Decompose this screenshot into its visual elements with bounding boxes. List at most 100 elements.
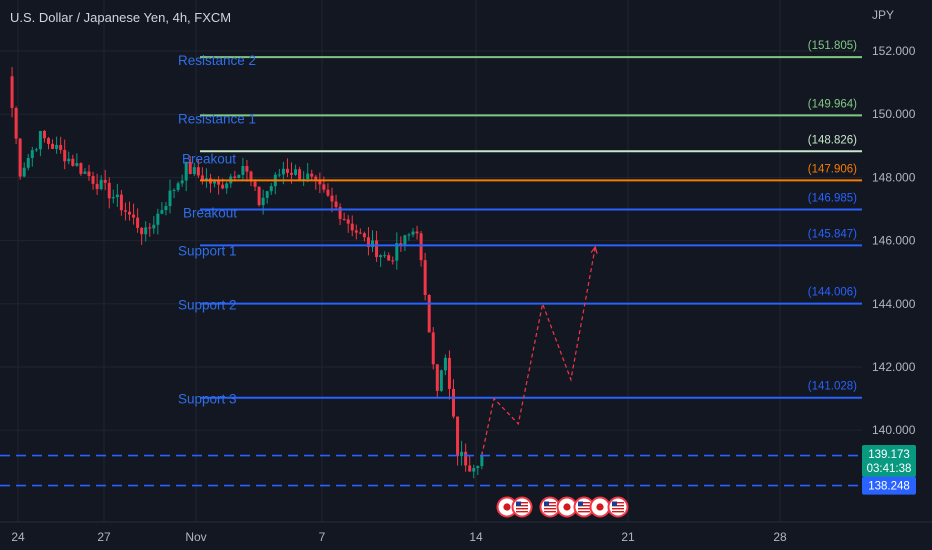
candle[interactable]	[18, 138, 22, 180]
candle[interactable]	[269, 183, 273, 195]
candle[interactable]	[107, 177, 111, 209]
candle[interactable]	[257, 186, 261, 207]
candle[interactable]	[115, 183, 119, 207]
level-line[interactable]: (145.847) Support 1	[178, 228, 862, 258]
candle[interactable]	[439, 369, 443, 392]
candle[interactable]	[447, 350, 451, 400]
candle[interactable]	[83, 168, 87, 175]
candle[interactable]	[42, 129, 46, 143]
level-line[interactable]: (147.906)	[200, 163, 862, 182]
candle[interactable]	[87, 164, 91, 181]
candle[interactable]	[132, 203, 136, 225]
candle[interactable]	[391, 256, 395, 265]
candle[interactable]	[298, 166, 302, 181]
candle[interactable]	[103, 169, 107, 191]
jp-flag-icon[interactable]	[589, 496, 611, 518]
candle[interactable]	[119, 190, 123, 216]
candle[interactable]	[415, 225, 419, 240]
candle[interactable]	[419, 230, 423, 267]
level-line[interactable]: (146.985) Breakout	[183, 192, 862, 220]
candle[interactable]	[200, 167, 204, 185]
candle[interactable]	[245, 159, 249, 182]
candle[interactable]	[334, 194, 338, 211]
candle[interactable]	[314, 174, 318, 190]
candle[interactable]	[160, 202, 164, 215]
candle[interactable]	[164, 201, 168, 216]
candle[interactable]	[338, 203, 342, 226]
candle[interactable]	[95, 173, 99, 195]
candle[interactable]	[241, 157, 245, 180]
candle[interactable]	[468, 455, 472, 472]
candle[interactable]	[387, 252, 391, 261]
candle[interactable]	[47, 137, 50, 150]
candle[interactable]	[168, 179, 172, 214]
candle[interactable]	[184, 161, 188, 192]
candle[interactable]	[91, 171, 95, 190]
candle[interactable]	[294, 164, 298, 176]
candle[interactable]	[306, 162, 310, 183]
candle[interactable]	[350, 215, 354, 237]
candle[interactable]	[30, 146, 34, 167]
candle[interactable]	[472, 464, 476, 479]
candle[interactable]	[265, 190, 269, 204]
candle[interactable]	[330, 187, 334, 213]
candle[interactable]	[22, 162, 26, 178]
candle[interactable]	[111, 189, 115, 204]
candle[interactable]	[192, 162, 196, 177]
candle[interactable]	[277, 168, 281, 178]
candle[interactable]	[379, 254, 383, 267]
candle[interactable]	[358, 228, 362, 235]
candle[interactable]	[427, 293, 431, 333]
candle[interactable]	[128, 201, 131, 221]
candle[interactable]	[26, 154, 30, 171]
candle[interactable]	[188, 156, 192, 175]
us-flag-icon[interactable]	[511, 496, 533, 518]
candle[interactable]	[237, 174, 241, 179]
economic-events[interactable]	[496, 496, 629, 518]
candle[interactable]	[464, 443, 468, 472]
candle[interactable]	[55, 136, 59, 154]
candle[interactable]	[383, 251, 387, 258]
level-line[interactable]: (141.028) Support 3	[178, 381, 862, 407]
candle[interactable]	[342, 212, 346, 221]
candle[interactable]	[249, 170, 253, 187]
candle[interactable]	[435, 364, 439, 398]
candle[interactable]	[318, 172, 322, 194]
candle[interactable]	[10, 67, 14, 118]
candle[interactable]	[140, 227, 144, 245]
candle[interactable]	[59, 136, 63, 154]
candle[interactable]	[460, 440, 464, 466]
candle[interactable]	[123, 202, 127, 221]
candle[interactable]	[476, 465, 480, 476]
candle[interactable]	[285, 158, 289, 178]
horizontal-levels[interactable]: (151.805) Resistance 2 (149.964) Resistance…	[178, 40, 862, 407]
candle[interactable]	[63, 139, 67, 170]
us-flag-icon[interactable]	[607, 496, 629, 518]
candle[interactable]	[310, 169, 314, 181]
candle[interactable]	[225, 181, 229, 194]
candle[interactable]	[176, 181, 180, 193]
candle[interactable]	[366, 227, 370, 256]
axes[interactable]: 152.000 150.000 148.000 146.000 144.000 142.0…	[0, 44, 932, 544]
us-flag-icon[interactable]	[573, 496, 595, 518]
candle[interactable]	[456, 416, 460, 466]
candle[interactable]	[156, 208, 160, 235]
candle[interactable]	[136, 208, 140, 233]
candle[interactable]	[371, 230, 374, 253]
candle[interactable]	[431, 327, 435, 370]
candle[interactable]	[196, 159, 200, 179]
candle[interactable]	[362, 231, 366, 242]
candle[interactable]	[152, 216, 156, 234]
level-line[interactable]: (144.006) Support 2	[178, 287, 862, 313]
level-line[interactable]: (151.805) Resistance 2	[178, 40, 862, 68]
candle[interactable]	[322, 176, 326, 193]
candle[interactable]	[407, 232, 411, 241]
candle[interactable]	[51, 139, 55, 149]
candle[interactable]	[326, 183, 330, 198]
candle[interactable]	[38, 130, 42, 157]
candle[interactable]	[354, 224, 358, 240]
candle[interactable]	[403, 234, 407, 252]
candle[interactable]	[144, 221, 148, 242]
candle[interactable]	[452, 379, 455, 419]
